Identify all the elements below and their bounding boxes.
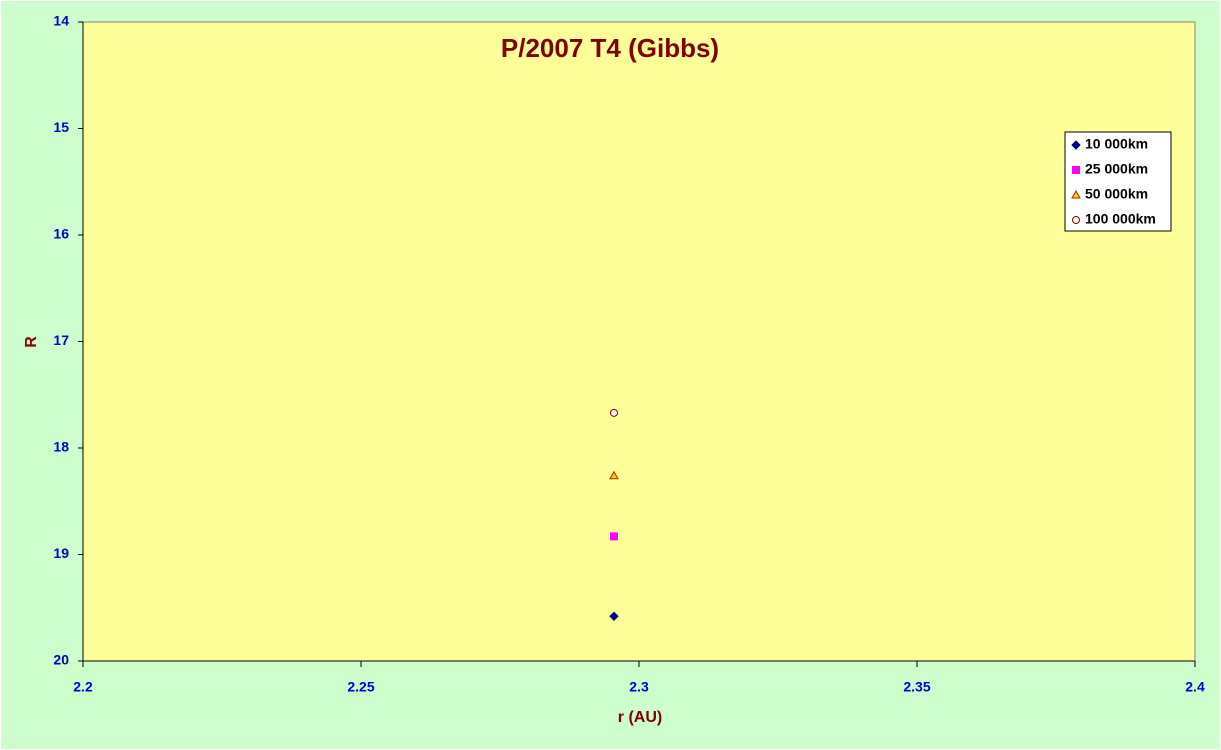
legend-label: 100 000km [1085,211,1156,227]
chart-title: P/2007 T4 (Gibbs) [501,33,719,63]
point [609,532,618,541]
legend-marker [1071,140,1081,150]
legend-marker [1071,189,1081,199]
legend-marker [1072,216,1080,224]
x-tick-label: 2.35 [903,679,930,695]
y-tick-label: 15 [53,119,69,135]
point [609,408,618,417]
y-tick-label: 14 [53,13,69,29]
x-tick-label: 2.25 [347,679,374,695]
legend-label: 10 000km [1085,136,1148,152]
point [609,611,619,621]
y-axis-title: R [23,336,40,348]
x-tick-label: 2.2 [73,679,93,695]
point [609,470,619,480]
x-axis-title: r (AU) [618,709,662,726]
y-tick-label: 16 [53,226,69,242]
y-tick-label: 18 [53,439,69,455]
x-tick-label: 2.3 [629,679,649,695]
legend: 10 000km 25 000km 50 000km 100 000km [1064,131,1172,232]
y-tick-label: 19 [53,545,69,561]
y-tick-label: 17 [53,332,69,348]
legend-label: 50 000km [1085,186,1148,202]
plot-area [82,21,1196,662]
x-tick-label: 2.4 [1185,679,1205,695]
legend-label: 25 000km [1085,161,1148,177]
legend-marker [1072,166,1080,174]
legend-box [1064,131,1172,232]
y-tick-label: 20 [53,652,69,668]
